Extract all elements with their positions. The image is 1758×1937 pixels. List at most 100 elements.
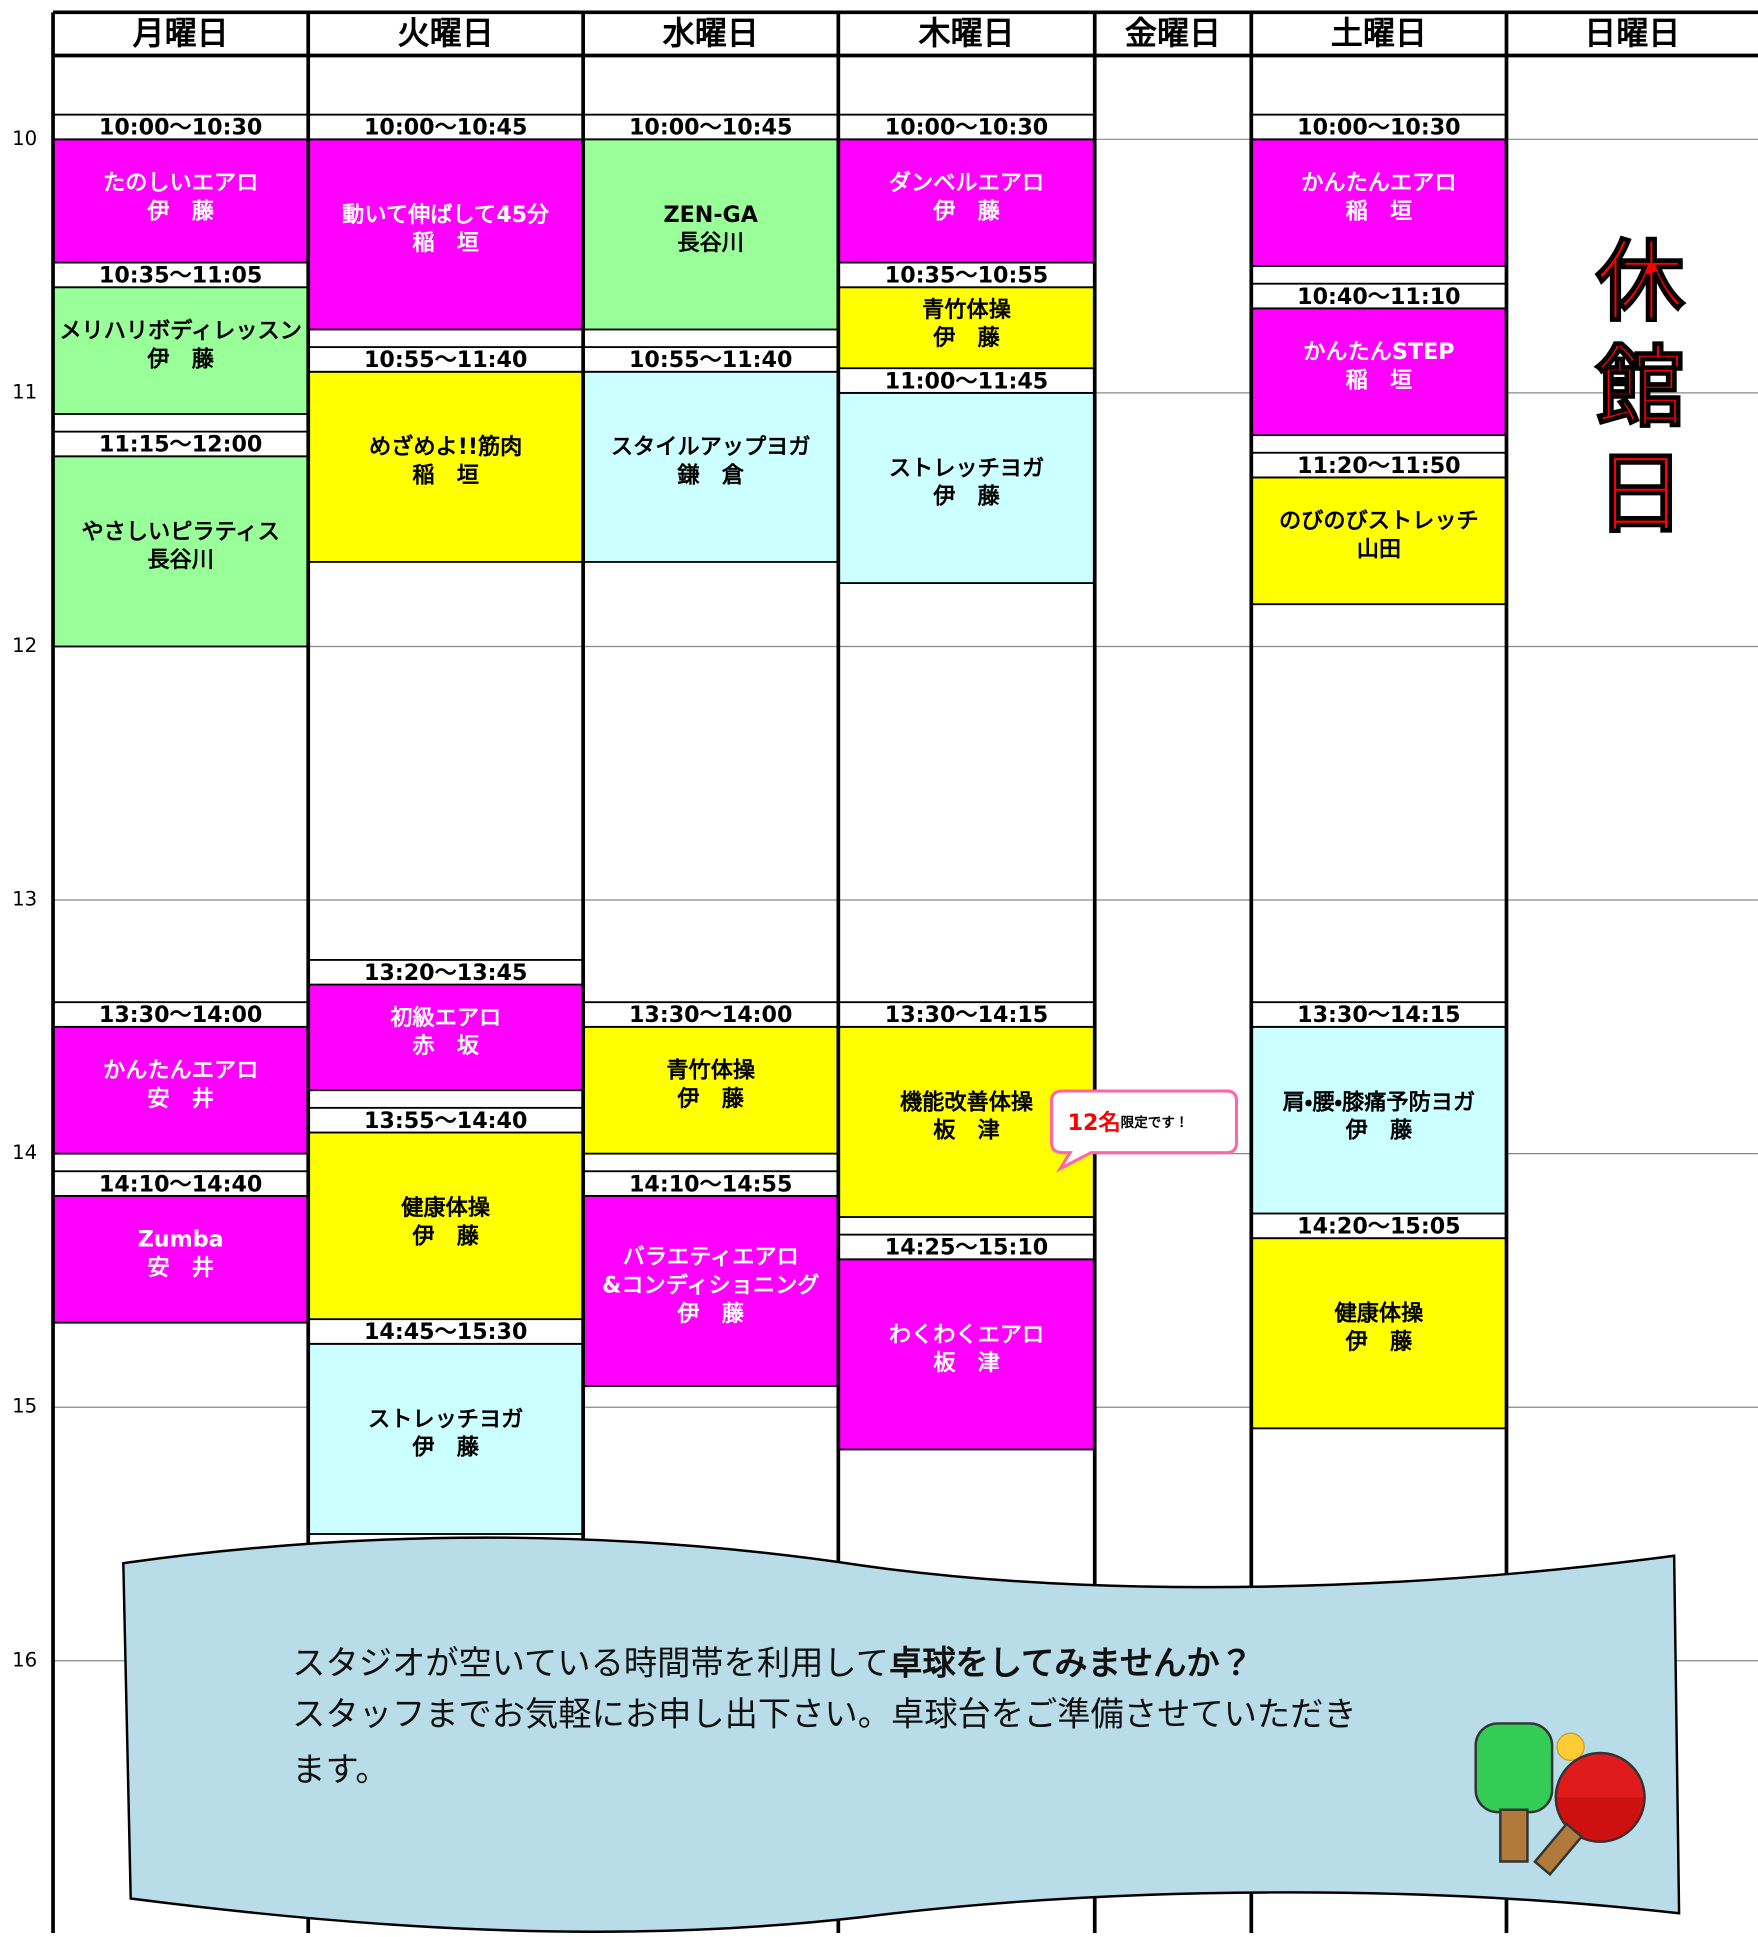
class-instructor: 山田: [1357, 537, 1401, 563]
closed-label: 休館日: [1581, 234, 1685, 552]
class-name: 青竹体操: [922, 296, 1012, 323]
banner-bold: 卓球をしてみませんか？: [889, 1643, 1253, 1682]
day-header: 木曜日: [917, 14, 1014, 52]
class-name: バラエティエアロ: [623, 1244, 799, 1270]
class-name: かんたんSTEP: [1303, 339, 1454, 365]
class-name: のびのびストレッチ: [1279, 508, 1479, 534]
class-box: [582, 138, 840, 331]
hour-label: 15: [12, 1395, 37, 1418]
class-instructor: 伊 藤: [676, 1300, 744, 1327]
day-header: 日曜日: [1584, 14, 1680, 52]
class-box: [52, 1025, 310, 1155]
class-time: 10:35～11:05: [99, 263, 262, 289]
day-header: 金曜日: [1125, 14, 1221, 52]
class-box: [52, 455, 310, 648]
class-instructor: 長谷川: [677, 230, 744, 256]
time-box: [307, 959, 585, 986]
class-box: [307, 1342, 585, 1535]
class-box: [307, 983, 585, 1092]
time-box: [307, 113, 585, 141]
time-box: [1250, 451, 1508, 479]
class-instructor: 稲 垣: [412, 230, 479, 256]
class-name: 健康体操: [400, 1195, 491, 1221]
class-name: やさしいピラティス: [81, 519, 279, 545]
class-time: 13:20～13:45: [364, 960, 527, 986]
class-name: ストレッチヨガ: [368, 1406, 523, 1432]
class-time: 10:40～11:10: [1297, 284, 1460, 310]
class-instructor: 伊 藤: [411, 1434, 479, 1461]
class-box: [52, 1194, 310, 1324]
class-box: [582, 1194, 840, 1388]
class-name: めざめよ!!筋肉: [369, 433, 522, 460]
class-name: ストレッチヨガ: [889, 455, 1044, 481]
class-time: 14:20～15:05: [1297, 1214, 1460, 1240]
class-instructor: 伊 藤: [932, 324, 1000, 351]
class-name: 初級エアロ: [389, 1004, 501, 1031]
hour-label: 10: [12, 127, 37, 150]
class-instructor: 稲 垣: [1346, 198, 1413, 224]
class-time: 10:00～10:30: [1297, 115, 1460, 141]
class-time: 10:35～10:55: [885, 263, 1048, 289]
class-name: Zumba: [138, 1227, 224, 1253]
class-instructor: 伊 藤: [1345, 1117, 1413, 1144]
class-instructor: 伊 藤: [146, 345, 214, 372]
class-time: 10:00～10:45: [629, 115, 792, 141]
time-box: [582, 1001, 840, 1028]
time-box: [307, 346, 585, 373]
class-instructor: 伊 藤: [411, 1222, 479, 1249]
day-header: 月曜日: [133, 14, 229, 52]
note-bubble: 12名限定です！: [1050, 1089, 1239, 1173]
class-name: 機能改善体操: [900, 1088, 1034, 1115]
class-time: 11:15～12:00: [99, 432, 262, 458]
class-name: 青竹体操: [666, 1057, 756, 1084]
class-time: 10:55～11:40: [364, 347, 527, 373]
ping-pong-icon: [1474, 1722, 1646, 1877]
banner-line: スタッフまでお気軽にお申し出下さい。卓球台をご準備させていただき: [292, 1695, 1357, 1734]
class-name: メリハリボディレッスン: [59, 317, 302, 344]
class-time: 13:30～14:00: [99, 1002, 262, 1028]
time-box: [1250, 282, 1508, 310]
class-time: 14:45～15:30: [364, 1319, 527, 1345]
class-instructor: 伊 藤: [1345, 1328, 1413, 1355]
time-box: [582, 113, 840, 141]
time-box: [52, 430, 310, 458]
class-block: 10:40～11:10 かんたんSTEP 稲 垣: [1250, 282, 1508, 437]
class-name: 肩・腰・膝痛予防ヨガ: [1283, 1089, 1476, 1115]
day-header: 土曜日: [1331, 14, 1427, 52]
note-text: 12名限定です！: [1068, 1109, 1189, 1136]
class-instructor: 稲 垣: [1346, 368, 1413, 394]
class-box: [582, 1025, 840, 1155]
class-box: [307, 138, 585, 331]
class-name: たのしいエアロ: [103, 170, 258, 196]
day-header: 水曜日: [662, 14, 759, 52]
note-emphasis: 12名: [1068, 1109, 1121, 1136]
class-time: 14:10～14:55: [629, 1171, 792, 1197]
class-instructor: 長谷川: [147, 547, 214, 573]
class-time: 13:30～14:15: [1297, 1002, 1460, 1028]
banner-line: ます。: [292, 1750, 388, 1789]
class-time: 14:25～15:10: [885, 1235, 1048, 1261]
class-time: 10:55～11:40: [629, 347, 792, 373]
class-instructor: 伊 藤: [932, 197, 1000, 224]
class-name: スタイルアップヨガ: [611, 434, 811, 460]
